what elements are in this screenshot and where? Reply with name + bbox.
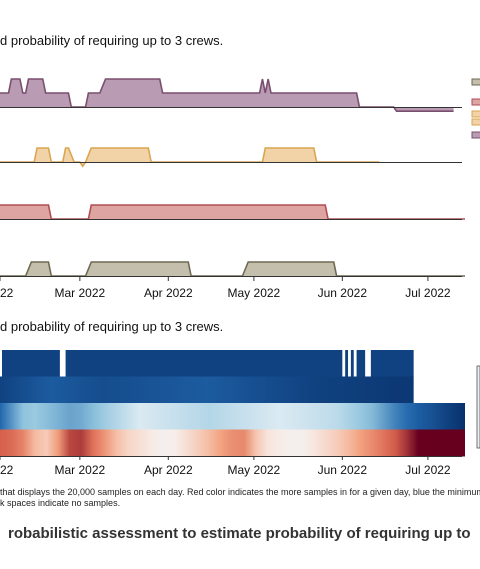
x-tick-label: Jul 2022 [405,286,451,300]
heatmap-x-tick-label: Jul 2022 [405,463,451,477]
heatmap-row-2 [0,376,414,404]
heatmap-x-tick-label: Jun 2022 [318,463,368,477]
heatmap-gap [59,350,66,377]
series-area-1 [0,79,454,112]
colorbar [476,365,480,449]
legend-swatch [471,78,480,86]
heatmap-row-4 [0,429,465,457]
heatmap-gap [353,350,357,377]
heatmap-x-tick-label: 2022 [0,463,14,477]
caption-line-1: that displays the 20,000 samples on each… [0,487,480,497]
legend-swatch [471,118,480,126]
legend-swatch [471,131,480,139]
heatmap-row-3 [0,403,465,430]
heatmap-gap [0,350,2,377]
top-chart-title: d probability of requiring up to 3 crews… [0,33,224,48]
x-tick-label: May 2022 [228,286,281,300]
legend-swatch [471,98,480,106]
series-area-2 [0,148,380,167]
bottom-chart-title: d probability of requiring up to 3 crews… [0,319,224,334]
x-tick-label: Mar 2022 [55,286,106,300]
charts-canvas: 2022 Mar 2022 Apr 2022 May 2022 Jun 2022 Jul … [0,78,480,477]
heatmap-x-tick-label: May 2022 [228,463,281,477]
x-tick-label: 2022 [0,286,14,300]
series-area-3 [0,205,465,219]
heatmap-x-tick-label: Apr 2022 [144,463,193,477]
x-tick-label: Jun 2022 [318,286,368,300]
series-area-4 [0,262,465,276]
area-chart: 2022 Mar 2022 Apr 2022 May 2022 Jun 2022 Jul … [0,78,480,300]
heatmap-gap [348,350,351,377]
caption-line-2: k spaces indicate no samples. [0,498,121,508]
series-line-4 [0,261,465,277]
figure-footer-title: robabilistic assessment to estimate prob… [8,525,471,542]
heatmap-x-tick-label: Mar 2022 [55,463,106,477]
heatmap-gap [365,350,371,377]
x-tick-label: Apr 2022 [144,286,193,300]
series-line-2 [0,147,380,168]
heatmap-chart: 2022 Mar 2022 Apr 2022 May 2022 Jun 2022 Jul … [0,350,480,477]
heatmap-gap [342,350,346,377]
legend-swatch [471,110,480,118]
